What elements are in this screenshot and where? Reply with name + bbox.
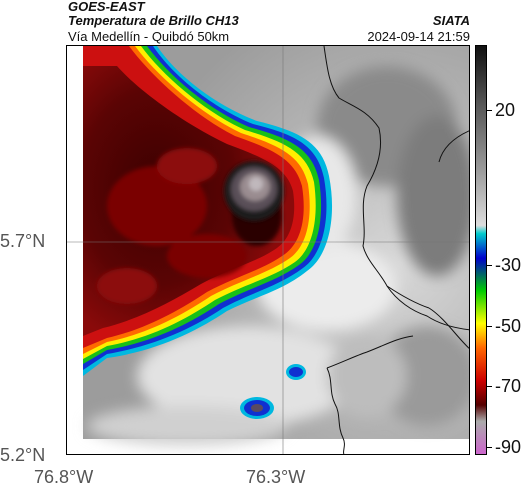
longitude-label-76-8: 76.8°W (34, 467, 94, 487)
colorbar-label-minus-90: -90 (495, 437, 522, 457)
colorbar-tick (487, 110, 492, 111)
overshooting-top (224, 161, 284, 221)
region-subtitle: Vía Medellín - Quibdó 50km (68, 29, 230, 44)
boundary-lines (323, 46, 469, 454)
graticule (67, 46, 469, 454)
timestamp-label: 2024-09-14 21:59 (367, 29, 470, 44)
satellite-image (67, 46, 469, 454)
latitude-label-5-2: 5.2°N (0, 445, 46, 465)
map-panel (66, 45, 470, 455)
satellite-name: GOES-EAST (68, 0, 145, 14)
latitude-label-5-7: 5.7°N (0, 231, 46, 251)
organization-label: SIATA (432, 13, 470, 28)
storm-texture (97, 148, 282, 304)
colorbar-label-20: 20 (495, 100, 516, 120)
longitude-label-76-3: 76.3°W (246, 467, 306, 487)
product-title: Temperatura de Brillo CH13 (68, 13, 239, 28)
colorbar-tick (487, 386, 492, 387)
colorbar-label-minus-50: -50 (495, 316, 522, 336)
colorbar-tick (487, 447, 492, 448)
convective-storm (83, 46, 333, 376)
colorbar-tick (487, 326, 492, 327)
colorbar-tick (487, 265, 492, 266)
temperature-colorbar (475, 45, 487, 455)
colorbar-label-minus-30: -30 (495, 255, 522, 275)
small-convective-cells (240, 364, 306, 419)
colorbar-label-minus-70: -70 (495, 376, 522, 396)
